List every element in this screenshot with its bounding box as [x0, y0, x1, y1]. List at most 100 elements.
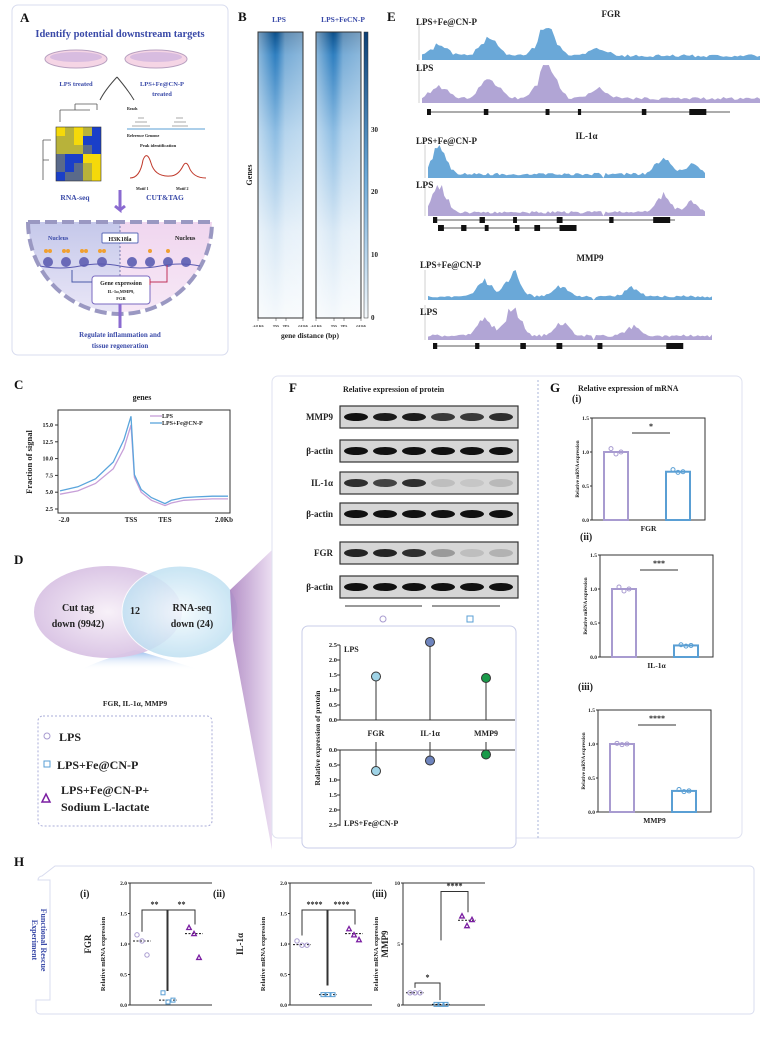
x-axis-label: IL-1α	[647, 661, 666, 670]
point-lps	[139, 938, 145, 944]
lactyl-mark-icon	[66, 249, 70, 253]
lollipop-point-lps	[425, 637, 435, 647]
lollipop-point-lps	[371, 671, 381, 682]
blot-band	[489, 549, 513, 557]
point-treated	[433, 1001, 439, 1007]
x-tick-label: TSS	[125, 516, 138, 524]
exon-block	[577, 109, 582, 115]
panel-label: B	[238, 9, 247, 24]
point-lactate	[185, 923, 193, 931]
y-tick-label: 1.5	[582, 416, 589, 422]
overlap-genes: FGR, IL-1α, MMP9	[103, 699, 167, 708]
y-tick-label: 0.5	[590, 621, 597, 627]
y-tick-label: 1.0	[329, 777, 337, 784]
y-tick-label: 2.0	[329, 807, 337, 814]
heatmap-shading	[315, 31, 362, 319]
category-label: FGR	[368, 729, 385, 738]
y-tick-label: 1.0	[329, 687, 337, 694]
blot-label: FGR	[314, 548, 333, 558]
colorbar	[363, 31, 369, 319]
y-tick-label: 0.5	[329, 702, 338, 709]
y-tick-label: 0.5	[329, 762, 338, 769]
data-point	[670, 467, 676, 473]
outcome-label-2: tissue regeneration	[92, 342, 149, 350]
venn-left-count: down (9942)	[52, 619, 105, 630]
lactyl-mark-icon	[84, 249, 88, 253]
point-treated	[443, 1001, 449, 1007]
y-tick-label: 2.0	[329, 657, 337, 664]
y-tick-label: 2.5	[329, 822, 338, 829]
data-point	[676, 787, 682, 793]
heatmap-cell	[92, 136, 101, 145]
subpanel-label: (iii)	[578, 682, 593, 693]
blot-label: β-actin	[306, 582, 333, 592]
exon-block	[689, 109, 707, 115]
exon-block	[556, 343, 563, 349]
panel-a-title: Identify potential downstream targets	[35, 29, 204, 40]
peak-identification-label: Peak identification	[140, 143, 177, 148]
cells-icon	[50, 52, 102, 62]
blot-band	[373, 479, 397, 487]
coverage-track-lps	[428, 185, 705, 216]
x-tick-label: -2.0 Kb	[310, 324, 321, 328]
coverage-track-treated	[422, 28, 760, 60]
x-tick-label: -2.0 Kb	[252, 324, 263, 328]
heatmap-cell	[92, 127, 101, 136]
data-point	[675, 469, 681, 475]
rnaseq-heatmap-icon	[55, 126, 102, 182]
point-lactate	[463, 922, 471, 929]
blot-band	[344, 413, 368, 421]
y-tick-label: 10.0	[43, 457, 54, 463]
y-tick-label: 1.0	[588, 742, 595, 748]
blot-band	[373, 549, 397, 557]
venn-left-label: Cut tag	[62, 603, 94, 614]
y-tick-label: 0.0	[120, 1003, 127, 1009]
venn-overlap-count: 12	[130, 606, 140, 617]
y-axis-label: Relative expression of protein	[313, 690, 322, 786]
gene-expression-genes: IL-1α,MMP9,	[108, 289, 135, 294]
point-lps	[417, 990, 423, 996]
motif2-label: Motif 2	[176, 186, 189, 191]
y-tick-label: 0.0	[590, 655, 597, 661]
exon-block	[559, 225, 577, 231]
significance-label: ****	[307, 900, 323, 909]
blot-band	[431, 447, 455, 455]
track-label: LPS	[420, 308, 437, 318]
exon-block	[545, 109, 550, 115]
data-point	[616, 584, 622, 590]
heatmap-title-lps: LPS	[272, 15, 286, 24]
comparison-bracket	[414, 982, 441, 1001]
exon-block	[666, 343, 684, 349]
heatmap-cell	[65, 154, 74, 163]
dendrogram-icon	[42, 103, 98, 180]
blot-band	[373, 413, 397, 421]
y-tick-label: 1.5	[588, 708, 595, 714]
heatmap-cell	[65, 163, 74, 172]
y-tick-label: 1.0	[120, 942, 127, 948]
point-lactate	[355, 936, 363, 943]
blot-band	[402, 413, 426, 421]
lactyl-mark-icon	[102, 249, 106, 253]
point-lps	[299, 942, 305, 948]
x-tick-label: TSS	[273, 324, 279, 328]
heatmap-cell	[92, 154, 101, 163]
down-arrow-icon	[114, 190, 126, 214]
heatmap-cell	[56, 136, 65, 145]
exon-block	[484, 225, 489, 231]
heatmap-ylabel: Genes	[245, 165, 254, 186]
blot-band	[460, 583, 484, 591]
blot-strip	[339, 541, 519, 565]
reads-label: Reads	[127, 106, 138, 111]
data-point	[681, 789, 687, 795]
bar-lps	[609, 743, 635, 813]
y-tick-label: 0	[397, 1003, 400, 1009]
heatmap-title-treated: LPS+FeCN-P	[321, 15, 365, 24]
subpanel-label: (iii)	[372, 889, 387, 900]
y-tick-label: 0.5	[588, 776, 595, 782]
y-axis-label: Relative mRNA expression	[582, 732, 587, 789]
track-label: LPS+Fe@CN-P	[420, 260, 481, 270]
point-lactate	[345, 925, 353, 932]
coverage-track-treated	[428, 270, 712, 300]
blot-band	[402, 549, 426, 557]
coverage-track-lps	[422, 65, 760, 103]
